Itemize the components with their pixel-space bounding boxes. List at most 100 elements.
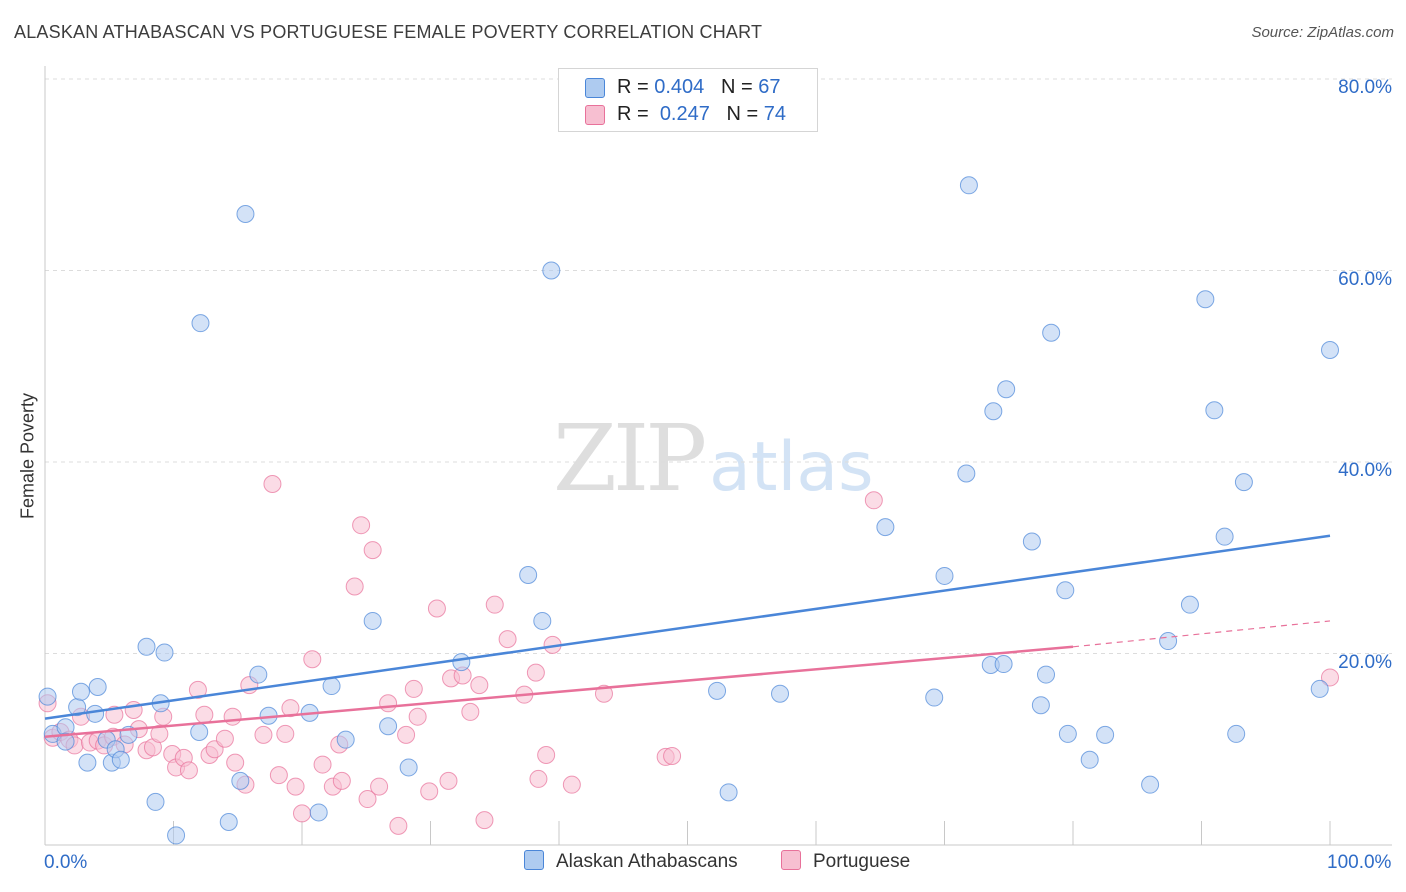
portuguese-point — [352, 516, 371, 535]
athabascan-point — [249, 665, 268, 684]
athabascan-point — [219, 813, 238, 832]
athabascan-point — [56, 732, 75, 751]
r-value: 0.404 — [654, 76, 705, 98]
athabascan-point — [1096, 725, 1115, 744]
athabascan-point — [236, 205, 255, 224]
zipatlas-watermark: ZIPatlas — [553, 405, 874, 512]
portuguese-point — [281, 699, 300, 718]
athabascan-point — [1058, 724, 1077, 743]
legend-item-athabascan[interactable]: Alaskan Athabascans — [524, 850, 738, 873]
portuguese-point — [358, 790, 377, 809]
portuguese-point — [188, 680, 207, 699]
portuguese-point — [370, 777, 389, 796]
watermark-zip: ZIP — [553, 405, 707, 512]
athabascan-point — [1215, 527, 1234, 546]
athabascan-point — [1205, 401, 1224, 420]
portuguese-point — [215, 729, 234, 748]
stats-legend: R = 0.404 N = 67 R = 0.247 N = 74 — [558, 68, 818, 132]
stats-text-athabascan: R = 0.404 N = 67 — [617, 76, 780, 99]
athabascan-point — [191, 314, 210, 333]
athabascan-point — [957, 464, 976, 483]
athabascan-point — [452, 653, 471, 672]
portuguese-point — [475, 811, 494, 830]
portuguese-point — [195, 705, 214, 724]
portuguese-point — [223, 707, 242, 726]
portuguese-points — [38, 475, 1339, 835]
source-label[interactable]: Source: ZipAtlas.com — [1251, 24, 1394, 41]
n-label: N = — [720, 76, 759, 98]
athabascan-point — [1042, 323, 1061, 342]
athabascan-point — [231, 771, 250, 790]
r-label: R = — [617, 103, 655, 125]
portuguese-point — [363, 541, 382, 560]
athabascan-point — [336, 730, 355, 749]
athabascan-point — [1159, 632, 1178, 651]
athabascan-point — [137, 637, 156, 656]
y-tick-label: 80.0% — [1338, 77, 1392, 98]
athabascan-point — [771, 684, 790, 703]
athabascan-point — [876, 518, 895, 537]
portuguese-point — [439, 771, 458, 790]
athabascan-point — [1196, 290, 1215, 309]
y-tick-label: 20.0% — [1338, 651, 1392, 673]
portuguese-point — [179, 761, 198, 780]
gridlines — [45, 78, 1392, 654]
legend-swatch-portuguese — [781, 850, 801, 870]
athabascan-point — [71, 682, 90, 701]
athabascan-point — [363, 611, 382, 630]
y-tick-label: 40.0% — [1338, 460, 1392, 481]
portuguese-point — [526, 663, 545, 682]
athabascan-point — [1037, 665, 1056, 684]
portuguese-point — [529, 769, 548, 788]
portuguese-point — [263, 475, 282, 494]
athabascan-point — [935, 566, 954, 585]
portuguese-trend-line — [44, 645, 1074, 739]
athabascan-point — [984, 402, 1003, 421]
portuguese-point — [562, 775, 581, 794]
portuguese-point — [470, 676, 489, 695]
portuguese-point — [345, 577, 364, 596]
portuguese-point — [313, 755, 332, 774]
athabascan-point — [994, 655, 1013, 674]
r-label: R = — [617, 76, 655, 98]
athabascan-point — [111, 750, 130, 769]
legend-label-portuguese: Portuguese — [813, 851, 911, 872]
axes — [44, 66, 1392, 846]
r-value: 0.247 — [659, 103, 710, 125]
athabascan-point — [997, 380, 1016, 399]
stats-text-portuguese: R = 0.247 N = 74 — [617, 103, 786, 126]
athabascan-point — [925, 688, 944, 707]
portuguese-point — [485, 595, 504, 614]
athabascan-point — [533, 611, 552, 630]
portuguese-point — [1321, 668, 1339, 687]
portuguese-point — [420, 782, 439, 801]
legend-item-portuguese[interactable]: Portuguese — [781, 850, 910, 873]
athabascan-point — [719, 783, 738, 802]
n-value: 67 — [758, 76, 781, 98]
athabascan-point — [155, 643, 174, 662]
athabascan-point — [88, 678, 107, 697]
athabascan-point — [1022, 532, 1041, 551]
trend-lines — [44, 534, 1331, 739]
portuguese-point — [379, 694, 398, 713]
portuguese-point — [332, 771, 351, 790]
y-axis-label: Female Poverty — [17, 392, 38, 520]
portuguese-point — [389, 816, 408, 835]
athabascan-point — [322, 677, 341, 696]
athabascan-point — [1310, 679, 1329, 698]
athabascan-point — [1056, 581, 1075, 600]
athabascan-point — [542, 261, 561, 280]
portuguese-point — [498, 630, 517, 649]
x-tick-label-min: 0.0% — [44, 852, 88, 873]
athabascan-point — [1234, 473, 1253, 492]
athabascan-point — [309, 803, 328, 822]
athabascan-point — [78, 753, 97, 772]
portuguese-point — [427, 599, 446, 618]
athabascan-point — [519, 565, 538, 584]
athabascan-swatch — [585, 78, 605, 98]
athabascan-point — [1080, 750, 1099, 769]
athabascan-point — [1227, 724, 1246, 743]
portuguese-point — [254, 725, 273, 744]
portuguese-point — [397, 725, 416, 744]
